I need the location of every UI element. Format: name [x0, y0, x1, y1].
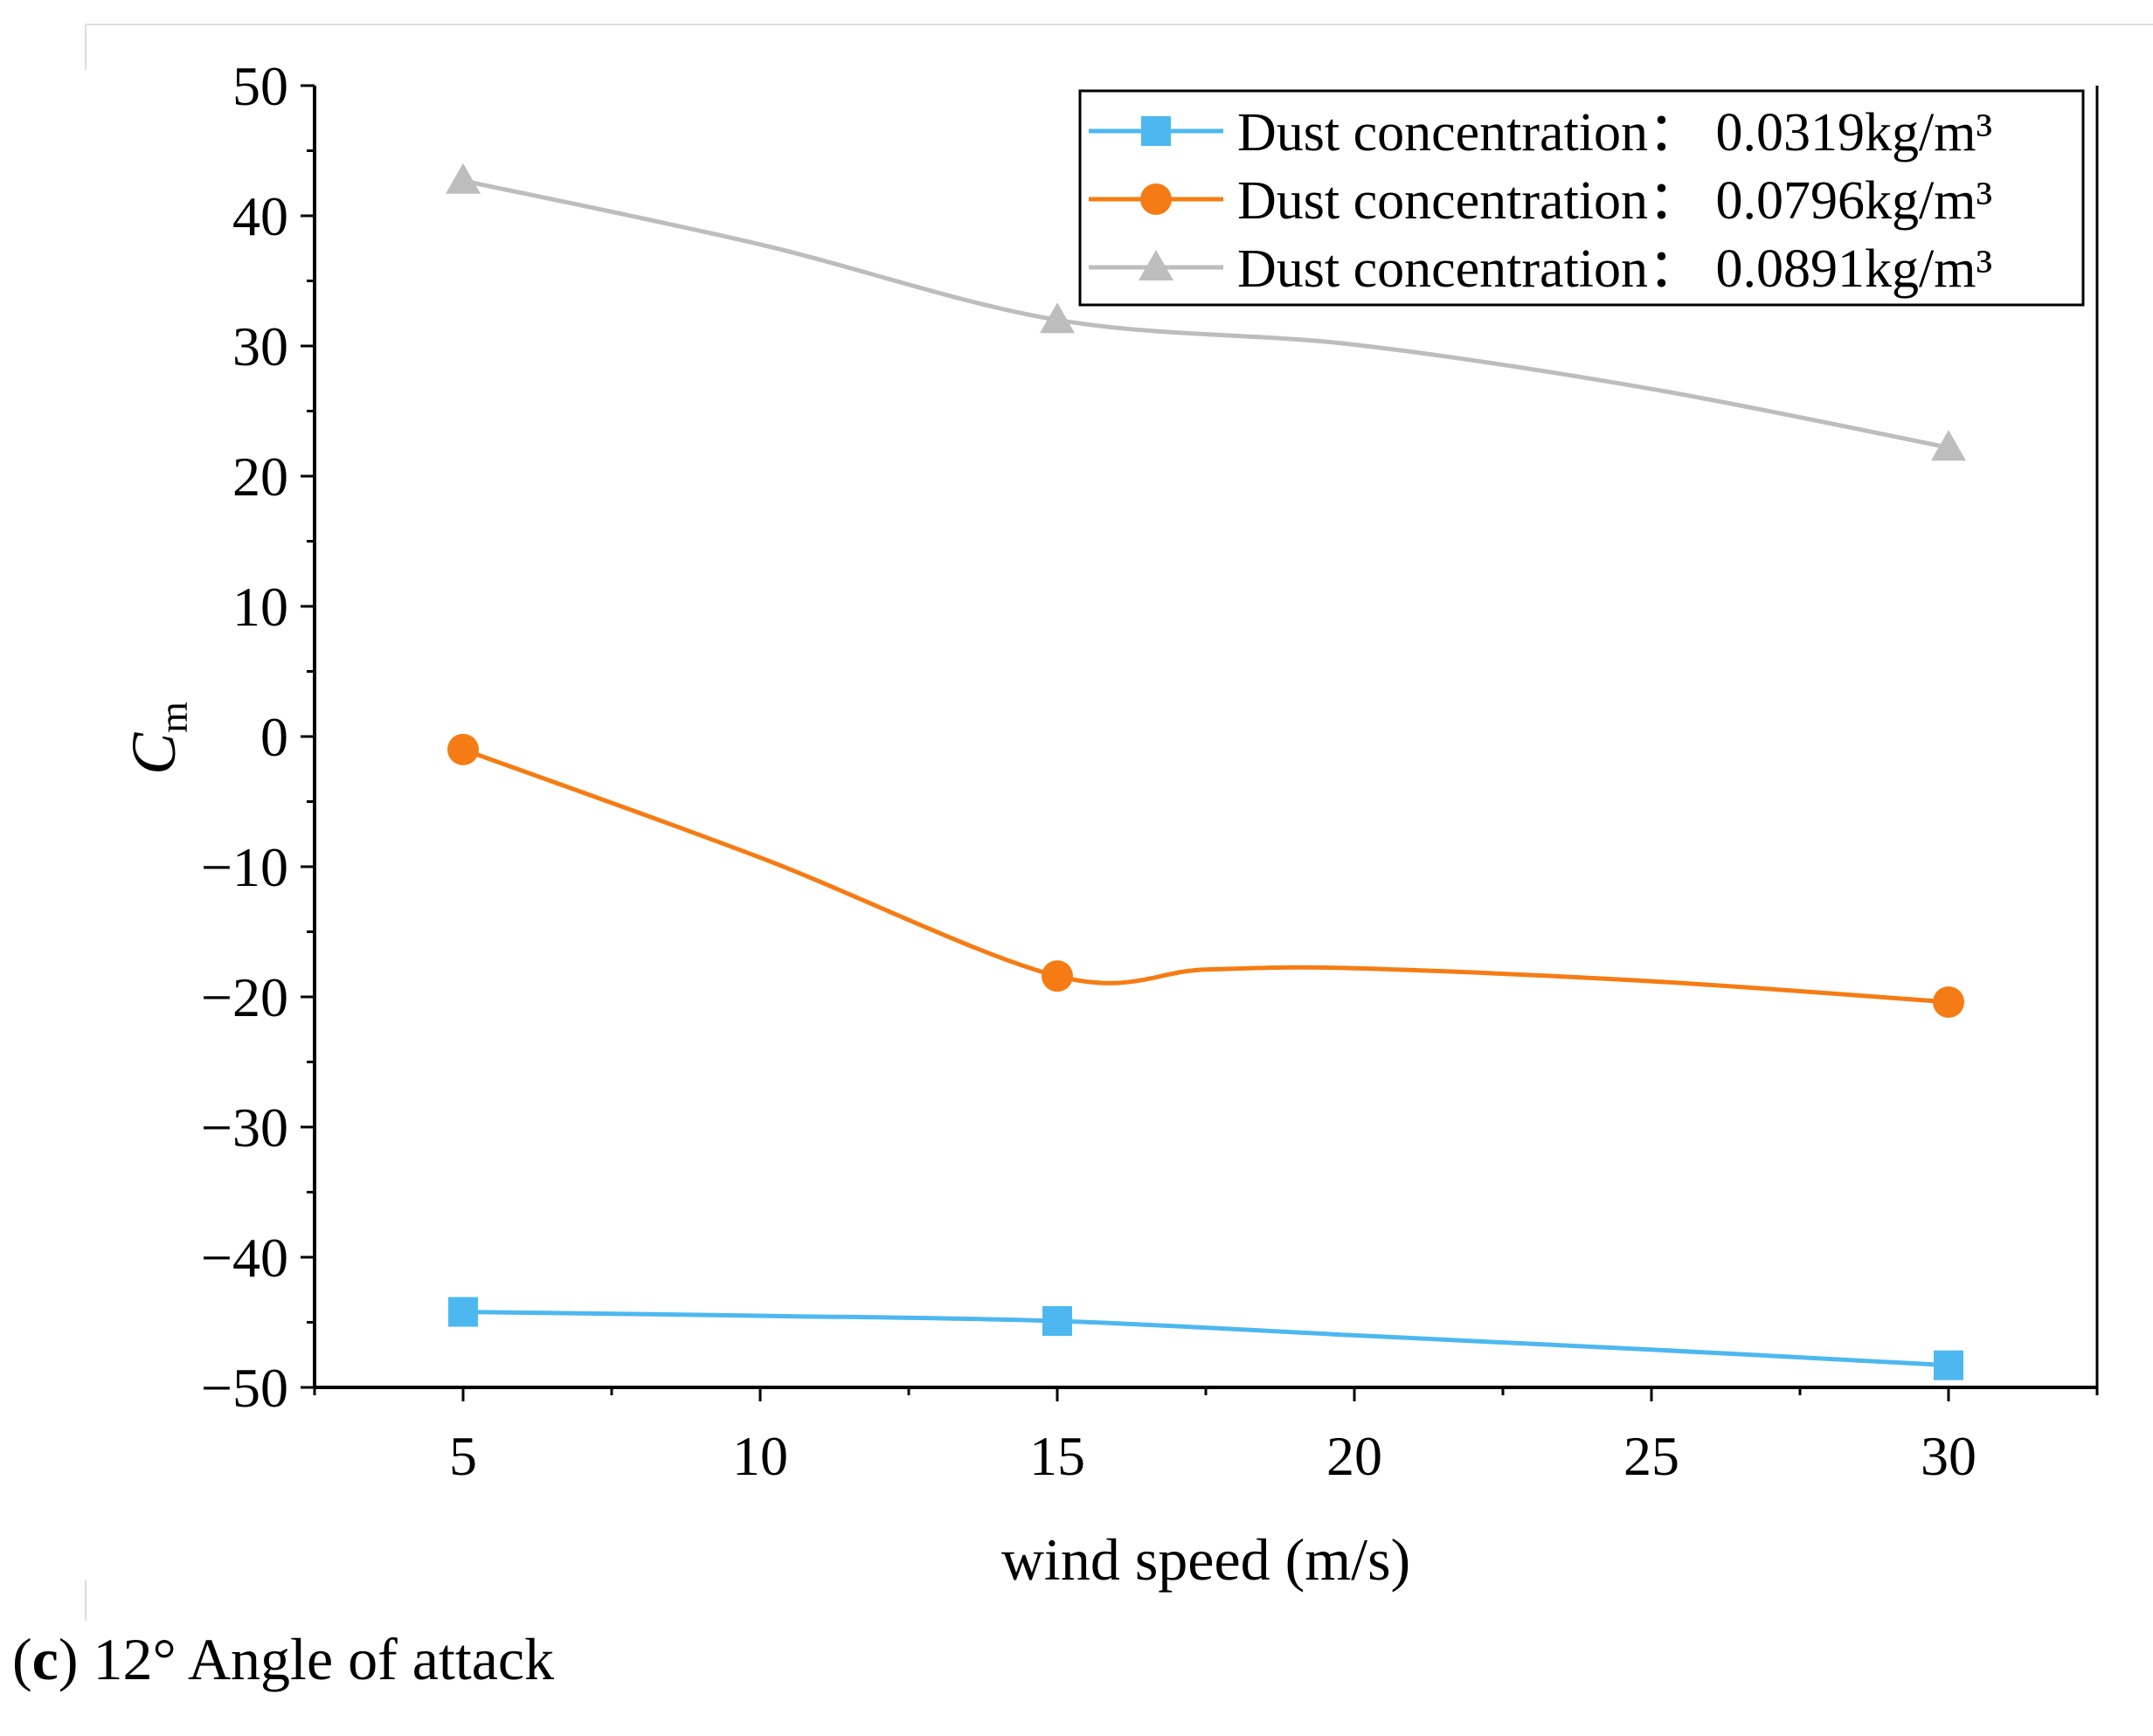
- svg-text:Cm: Cm: [119, 702, 196, 775]
- legend-label-3: Dust concentration： 0.0891kg/m³: [1237, 239, 1992, 299]
- data-point-series-1: [1934, 1350, 1963, 1380]
- legend: Dust concentration： 0.0319kg/m³ Dust conc…: [1078, 89, 2085, 307]
- data-point-series-2: [1933, 986, 1964, 1018]
- y-axis-label-main: C: [119, 732, 189, 775]
- data-point-series-3: [446, 163, 481, 194]
- data-point-series-3: [1931, 430, 1966, 461]
- y-tick-label: 0: [260, 706, 288, 768]
- data-point-series-1: [448, 1297, 478, 1327]
- x-tick-label: 5: [449, 1425, 477, 1487]
- y-tick-label: 20: [232, 446, 288, 508]
- data-point-series-1: [1042, 1306, 1072, 1337]
- x-axis-label: wind speed (m/s): [1001, 1526, 1410, 1593]
- legend-label-2: Dust concentration： 0.0796kg/m³: [1237, 171, 1992, 231]
- x-tick-label: 30: [1921, 1425, 1976, 1487]
- y-tick-label: 40: [232, 185, 288, 247]
- x-tick-label: 25: [1623, 1425, 1679, 1487]
- y-tick-label: −50: [201, 1357, 288, 1419]
- series-line-1: [462, 1310, 1949, 1368]
- figure-caption: (c) 12° Angle of attack: [12, 1626, 555, 1692]
- caption-letter: c: [31, 1626, 59, 1692]
- data-point-series-2: [447, 733, 479, 765]
- y-tick-label: −30: [201, 1096, 288, 1158]
- y-tick-label: −10: [201, 836, 288, 898]
- legend-marker-3: [1139, 250, 1173, 280]
- plot-area: [446, 163, 1966, 1380]
- x-tick-label: 10: [732, 1425, 788, 1487]
- x-tick-label: 15: [1029, 1425, 1085, 1487]
- data-point-series-3: [1040, 302, 1075, 334]
- series-line-2: [462, 747, 1949, 1005]
- y-tick-label: −40: [201, 1227, 288, 1289]
- legend-box: [1078, 89, 2085, 307]
- y-axis-label-subscript: m: [151, 702, 196, 733]
- series-line-3: [462, 178, 1949, 450]
- caption-text: 12° Angle of attack: [78, 1626, 555, 1692]
- y-tick-label: −20: [201, 966, 288, 1028]
- y-tick-label: 10: [232, 576, 288, 638]
- y-axis-label: Cm: [119, 702, 196, 775]
- data-point-series-2: [1042, 960, 1073, 992]
- legend-marker-1: [1141, 116, 1171, 146]
- y-tick-label: 50: [232, 55, 288, 117]
- x-tick-label: 20: [1326, 1425, 1382, 1487]
- legend-label-1: Dust concentration： 0.0319kg/m³: [1237, 103, 1992, 163]
- y-tick-label: 30: [232, 315, 288, 377]
- axes: −50 −40 −30 −20 −10 0 10 20 30 40 50 5 10 15 20 25 30: [201, 55, 2099, 1487]
- legend-marker-2: [1140, 183, 1172, 215]
